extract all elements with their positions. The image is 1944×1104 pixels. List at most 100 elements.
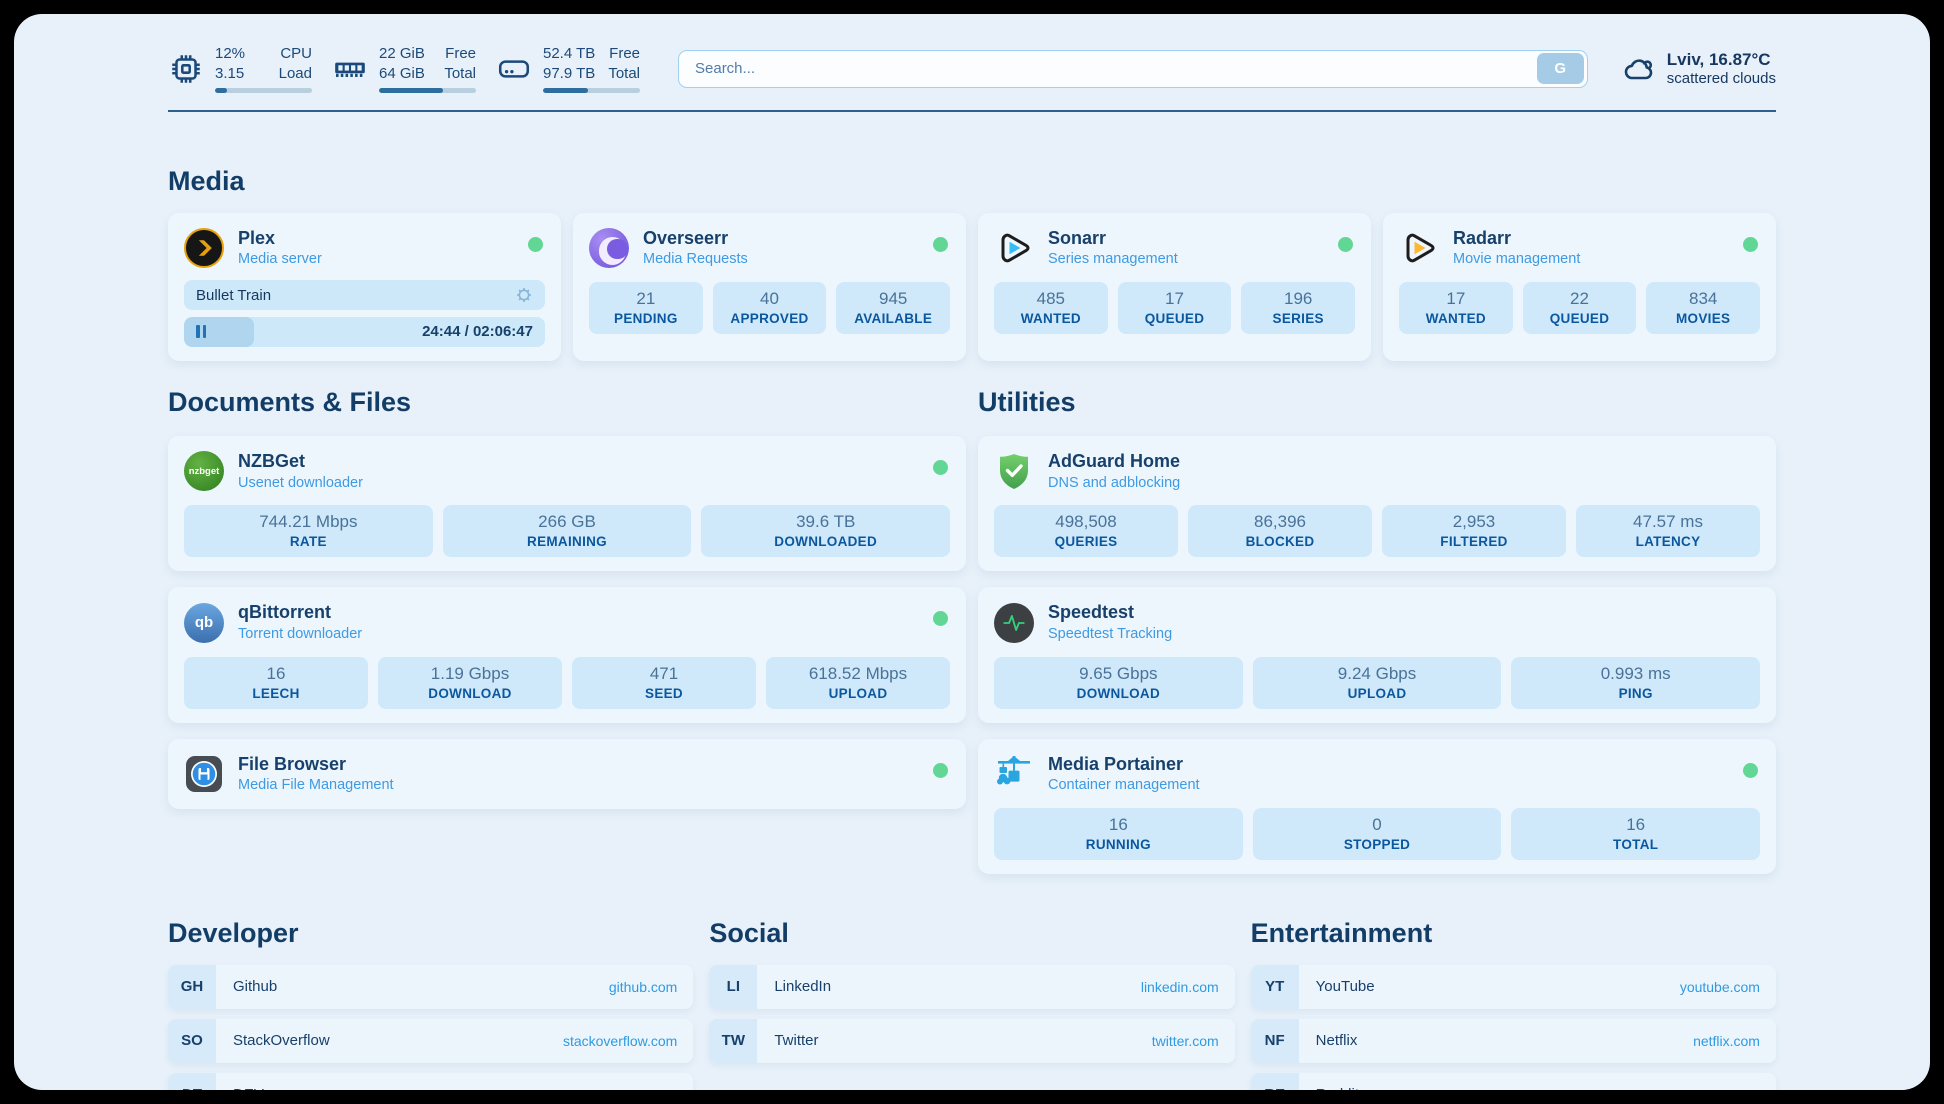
- stat-ping: 0.993 ms PING: [1511, 656, 1761, 709]
- cpu-icon: [172, 54, 200, 83]
- app-name: NZBGet: [238, 451, 305, 472]
- ram-total: 64 GiB: [379, 64, 425, 82]
- section-title-developer: Developer: [168, 917, 299, 948]
- app-desc: Media Requests: [643, 251, 748, 268]
- app-desc: Series management: [1048, 251, 1178, 268]
- bookmark-abbr: YT: [1250, 964, 1299, 1009]
- app-card-overseerr[interactable]: Overseerr Media Requests 21 PENDING 40 APP…: [573, 213, 966, 362]
- app-name: qBittorrent: [238, 602, 331, 623]
- stat-queued: 17 QUEUED: [1117, 282, 1232, 335]
- bookmark-name: YouTube: [1315, 978, 1375, 996]
- app-desc: Torrent downloader: [238, 625, 363, 642]
- stat-stopped: 0 STOPPED: [1252, 807, 1502, 860]
- bookmark-url[interactable]: reddit.com: [1695, 1087, 1760, 1090]
- stat-downloaded: 39.6 TB DOWNLOADED: [701, 505, 951, 558]
- stat-filtered: 2,953 FILTERED: [1382, 505, 1566, 558]
- bookmark-url[interactable]: twitter.com: [1151, 1032, 1219, 1049]
- radarr-icon: [1399, 228, 1439, 268]
- section-title-media: Media: [168, 166, 245, 196]
- sonarr-icon: [994, 228, 1034, 268]
- weather-condition: scattered clouds: [1666, 69, 1776, 87]
- bookmark-url[interactable]: netflix.com: [1693, 1032, 1760, 1049]
- section-title-entertainment: Entertainment: [1250, 917, 1433, 948]
- app-card-sonarr[interactable]: Sonarr Series management 485 WANTED 17 QUE…: [978, 213, 1371, 362]
- ram-label-2: Total: [444, 64, 476, 82]
- weather-widget: Lviv, 16.87°C scattered clouds: [1620, 49, 1776, 89]
- search-engine-button[interactable]: G: [1536, 53, 1584, 84]
- cpu-progress-bar: [215, 88, 312, 93]
- playback-time: 24:44 / 02:06:47: [422, 323, 533, 341]
- bookmark-abbr: SO: [168, 1018, 216, 1063]
- adguard-icon: [994, 451, 1034, 491]
- system-stats: 12% CPU 3.15 Load 22 GiB Free 64 GiB Total: [168, 44, 640, 93]
- app-card-portainer[interactable]: Media Portainer Container management 16 R…: [978, 738, 1776, 874]
- bookmark-dev[interactable]: DT DEV dev.to: [168, 1072, 694, 1090]
- search-bar[interactable]: G: [678, 49, 1588, 88]
- app-card-plex[interactable]: Plex Media server Bullet Train 24:44 / 0…: [168, 213, 561, 362]
- status-dot: [528, 237, 543, 252]
- dashboard-panel: 12% CPU 3.15 Load 22 GiB Free 64 GiB Total: [14, 14, 1930, 1090]
- bookmark-reddit[interactable]: RE Reddit reddit.com: [1250, 1072, 1776, 1090]
- stat-remaining: 266 GB REMAINING: [442, 505, 692, 558]
- app-desc: Usenet downloader: [238, 474, 363, 491]
- stat-upload: 618.52 Mbps UPLOAD: [766, 656, 950, 709]
- bookmark-github[interactable]: GH Github github.com: [168, 964, 694, 1009]
- bookmark-linkedin[interactable]: LI LinkedIn linkedin.com: [709, 964, 1235, 1009]
- status-dot: [1743, 762, 1758, 778]
- stat-queued: 22 QUEUED: [1522, 282, 1637, 335]
- app-name: Plex: [238, 228, 276, 248]
- app-card-speedtest[interactable]: Speedtest Speedtest Tracking 9.65 Gbps DO…: [978, 587, 1776, 723]
- plex-icon: [184, 228, 224, 269]
- media-card-grid: Plex Media server Bullet Train 24:44 / 0…: [168, 213, 1776, 362]
- app-card-nzbget[interactable]: nzbget NZBGet Usenet downloader 744.21 M…: [168, 436, 966, 572]
- bookmark-abbr: TW: [709, 1018, 758, 1063]
- ram-stat: 22 GiB Free 64 GiB Total: [332, 44, 476, 93]
- bookmark-stackoverflow[interactable]: SO StackOverflow stackoverflow.com: [168, 1018, 694, 1063]
- cpu-stat: 12% CPU 3.15 Load: [168, 44, 312, 93]
- bookmark-abbr: LI: [709, 964, 758, 1009]
- stat-series: 196 SERIES: [1241, 282, 1356, 335]
- session-settings-icon[interactable]: [515, 286, 533, 304]
- ram-progress-bar: [379, 88, 476, 93]
- disk-icon: [498, 59, 530, 78]
- stat-upload: 9.24 Gbps UPLOAD: [1252, 656, 1502, 709]
- cpu-usage: 12%: [215, 45, 246, 62]
- app-name: AdGuard Home: [1048, 451, 1181, 472]
- now-playing-bar: Bullet Train: [184, 280, 545, 311]
- app-name: Overseerr: [643, 228, 729, 248]
- bookmark-url[interactable]: stackoverflow.com: [562, 1032, 678, 1049]
- cpu-label-1: CPU: [280, 45, 312, 62]
- app-card-filebrowser[interactable]: File Browser Media File Management: [168, 738, 966, 809]
- bookmark-group-developer: Developer GH Github github.com SO StackO…: [168, 917, 694, 1090]
- bookmark-netflix[interactable]: NF Netflix netflix.com: [1250, 1018, 1776, 1063]
- bookmark-url[interactable]: github.com: [608, 978, 678, 995]
- pause-icon[interactable]: [196, 325, 206, 339]
- bookmark-url[interactable]: linkedin.com: [1140, 978, 1219, 995]
- ram-free: 22 GiB: [379, 45, 425, 62]
- app-desc: Movie management: [1453, 251, 1581, 268]
- app-desc: DNS and adblocking: [1048, 474, 1181, 491]
- app-card-radarr[interactable]: Radarr Movie management 17 WANTED 22 QUEUE…: [1383, 213, 1776, 362]
- header-divider: [168, 110, 1776, 112]
- bookmark-youtube[interactable]: YT YouTube youtube.com: [1250, 964, 1776, 1009]
- stat-approved: 40 APPROVED: [712, 282, 827, 335]
- search-input[interactable]: [679, 60, 1537, 77]
- app-name: File Browser: [238, 753, 347, 774]
- bookmark-name: Netflix: [1315, 1032, 1358, 1050]
- overseerr-icon: [589, 228, 629, 269]
- bookmark-url[interactable]: dev.to: [640, 1087, 677, 1090]
- bookmark-name: Github: [233, 978, 278, 996]
- status-dot: [933, 237, 948, 252]
- bookmark-url[interactable]: youtube.com: [1679, 978, 1760, 995]
- stat-download: 1.19 Gbps DOWNLOAD: [378, 656, 562, 709]
- stat-latency: 47.57 ms LATENCY: [1576, 505, 1760, 558]
- app-card-adguard[interactable]: AdGuard Home DNS and adblocking 498,508 Q…: [978, 436, 1776, 572]
- nzbget-icon: nzbget: [184, 451, 224, 492]
- app-card-qbittorrent[interactable]: qb qBittorrent Torrent downloader 16 LEEC…: [168, 587, 966, 723]
- bookmark-twitter[interactable]: TW Twitter twitter.com: [709, 1018, 1235, 1063]
- cpu-load-avg: 3.15: [215, 64, 245, 82]
- stat-available: 945 AVAILABLE: [836, 282, 951, 335]
- app-name: Sonarr: [1048, 228, 1107, 248]
- bookmark-name: Reddit: [1316, 1086, 1359, 1090]
- status-dot: [1743, 237, 1758, 252]
